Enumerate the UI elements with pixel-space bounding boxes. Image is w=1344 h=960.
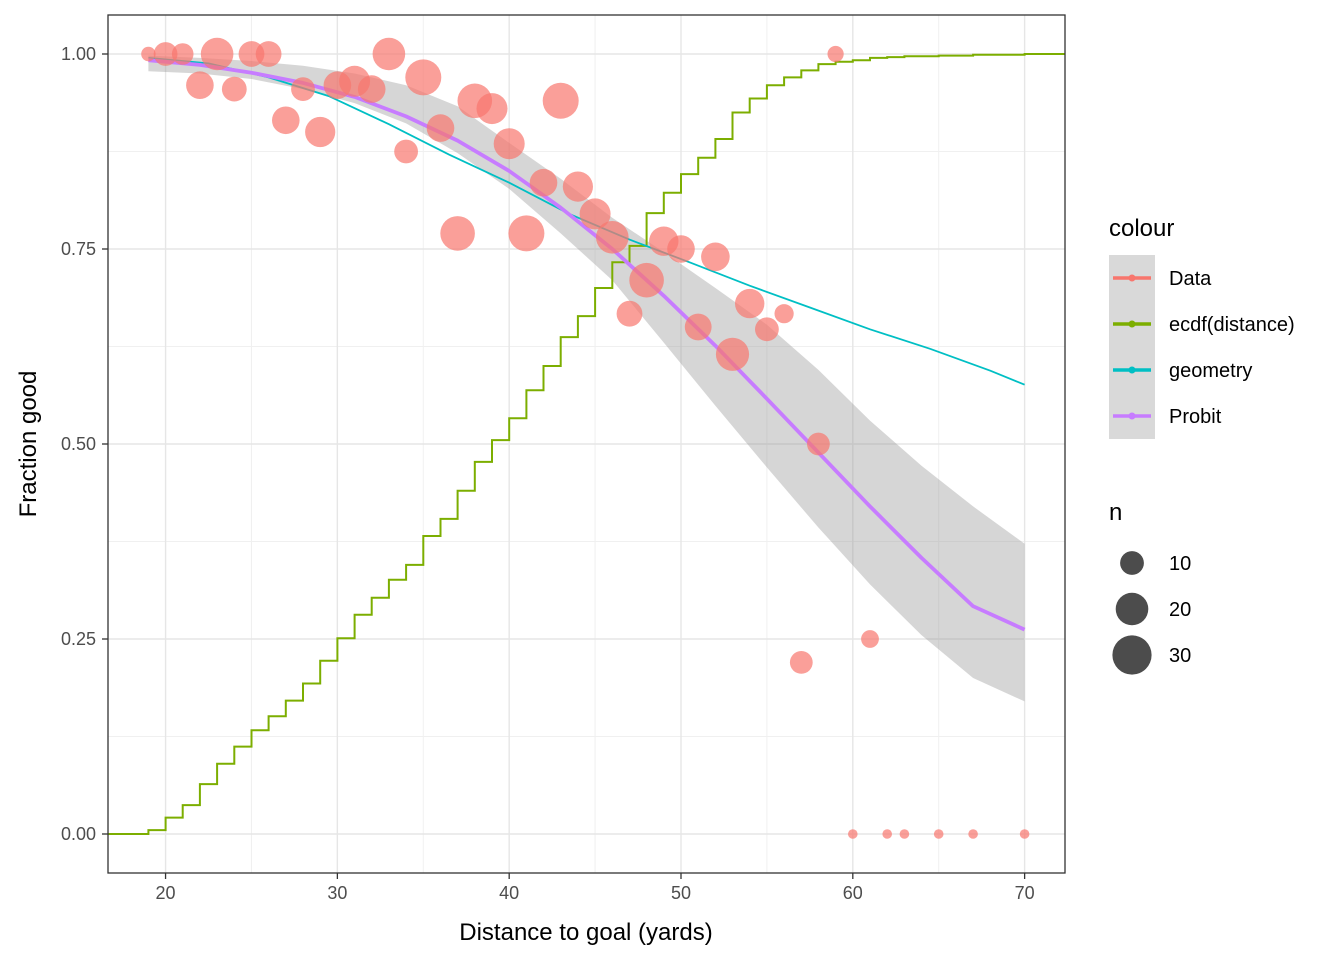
colour-legend-title: colour [1109,215,1174,242]
data-point [933,829,944,839]
ecdf-step-line [108,53,1065,835]
legend-item-label: Data [1169,268,1212,290]
data-point [861,630,879,648]
data-point [715,337,750,371]
x-axis: 20 30 40 50 60 70 [156,873,1035,903]
data-point [508,215,545,252]
data-point [372,37,406,71]
legend-key-point [1128,412,1136,420]
data-point [357,75,386,103]
data-point [755,317,779,342]
probit-ci-ribbon [148,55,1025,702]
y-tick-label: 0.00 [61,824,96,844]
x-axis-title: Distance to goal (yards) [459,919,712,946]
size-legend-label: 20 [1169,599,1191,621]
data-point [1019,829,1030,839]
data-point [186,71,214,99]
x-tick-label: 20 [156,883,176,903]
legend-item-label: ecdf(distance) [1169,314,1295,336]
data-point [493,128,525,160]
data-point [882,829,892,839]
size-legend-label: 30 [1169,645,1191,667]
data-point [426,114,455,142]
legend-item-label: geometry [1169,360,1252,382]
size-legend-title: n [1109,499,1122,526]
data-point [562,171,594,202]
y-tick-label: 0.75 [61,239,96,259]
data-point [542,82,579,119]
legend-key-background [1109,255,1155,439]
data-point [667,235,695,263]
data-point [255,41,282,67]
data-point [629,262,664,298]
data-point [616,300,643,327]
data-point [789,651,813,674]
probit-confidence-band [148,55,1025,702]
data-point [305,116,336,148]
x-tick-label: 40 [499,883,519,903]
colour-legend: colour Data ecdf(distance) geometry Probit [1109,215,1295,439]
size-legend: n 10 20 30 [1109,499,1191,675]
data-point [221,76,247,102]
data-point [827,45,844,63]
legend-key-point [1128,274,1136,282]
data-point [291,77,315,101]
data-point [968,829,978,839]
legend-key-point [1128,366,1136,374]
x-tick-label: 30 [327,883,347,903]
data-point [440,216,475,251]
y-tick-label: 0.25 [61,629,96,649]
x-tick-label: 60 [843,883,863,903]
x-tick-label: 50 [671,883,691,903]
data-point [684,313,712,341]
data-point [579,198,611,230]
data-point [807,432,830,456]
data-point [200,37,234,71]
data-point [405,59,442,96]
data-point [596,221,629,254]
size-legend-circle [1115,592,1149,626]
data-point [735,288,765,319]
y-tick-label: 0.50 [61,434,96,454]
y-axis: 0.00 0.25 0.50 0.75 1.00 [61,44,108,844]
y-axis-title: Fraction good [15,371,42,518]
data-point [171,43,194,65]
data-point [899,829,910,839]
legend-key-point [1128,320,1136,328]
size-legend-circle [1120,551,1144,575]
data-point [476,93,508,125]
legend-item-label: Probit [1169,406,1222,428]
data-point [848,829,858,839]
data-point [153,42,178,66]
data-point [394,139,418,164]
data-point [272,106,300,135]
data-point [529,168,558,197]
y-tick-label: 1.00 [61,44,96,64]
data-points [141,37,1030,839]
data-point [774,304,794,324]
size-legend-circle [1112,635,1152,675]
data-point [141,46,156,62]
x-tick-label: 70 [1015,883,1035,903]
size-legend-label: 10 [1169,553,1191,575]
data-point [701,242,730,272]
